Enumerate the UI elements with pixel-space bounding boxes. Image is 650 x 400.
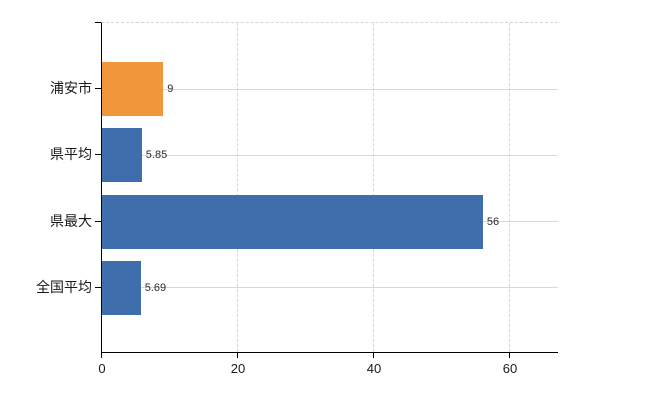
- category-label: 県最大: [50, 212, 92, 229]
- category-label: 浦安市: [50, 80, 92, 97]
- grid-line-horizontal: [102, 88, 558, 90]
- x-axis-tick-label: 60: [502, 361, 518, 376]
- grid-line-horizontal: [102, 287, 558, 289]
- y-axis-tick: [95, 88, 101, 90]
- x-axis-tick-label: 0: [98, 361, 106, 376]
- x-axis-tick-label: 20: [230, 361, 246, 376]
- x-axis-tick: [509, 353, 511, 358]
- grid-line-vertical: [373, 23, 375, 352]
- x-axis-tick: [237, 353, 238, 358]
- x-axis-tick-label: 40: [366, 361, 382, 376]
- category-label: 県平均: [50, 146, 92, 163]
- bar: [102, 260, 141, 315]
- bar-value-label: 5.85: [145, 149, 168, 162]
- bar: [102, 62, 164, 117]
- grid-line-vertical: [509, 23, 511, 352]
- y-axis-tick: [95, 286, 101, 288]
- grid-line-vertical: [237, 23, 238, 352]
- plot-area: 9 5.85 56 5.69: [101, 22, 558, 353]
- bar-value-label: 5.69: [144, 281, 167, 294]
- bar: [102, 128, 142, 183]
- y-axis-tick: [95, 22, 101, 23]
- bar: [102, 194, 483, 249]
- x-axis-tick: [101, 353, 102, 358]
- y-axis-tick: [95, 154, 101, 156]
- bar-value-label: 56: [486, 215, 500, 228]
- category-label: 全国平均: [36, 278, 92, 295]
- bar-value-label: 9: [167, 83, 174, 96]
- grid-line-horizontal: [102, 154, 558, 156]
- y-axis-tick: [95, 220, 101, 222]
- x-axis-tick: [373, 353, 375, 358]
